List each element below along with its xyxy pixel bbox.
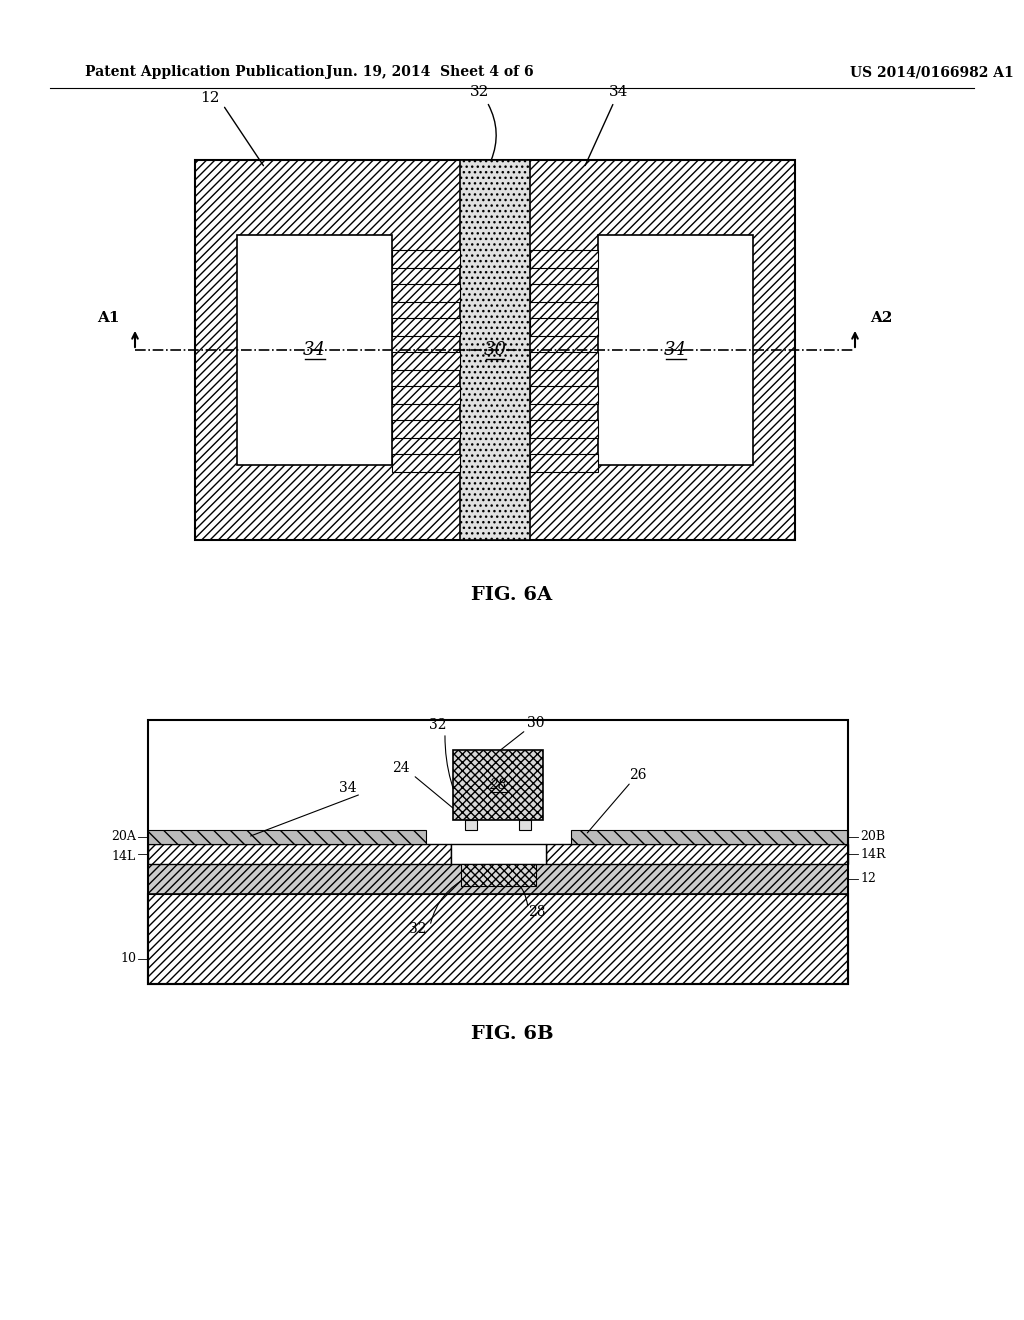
Bar xyxy=(530,284,598,302)
Text: 20B: 20B xyxy=(860,830,885,843)
Text: 12: 12 xyxy=(860,873,876,886)
Bar xyxy=(453,750,543,820)
Text: 34: 34 xyxy=(664,341,687,359)
Text: FIG. 6A: FIG. 6A xyxy=(471,586,553,605)
Text: 20A: 20A xyxy=(112,830,136,843)
Bar xyxy=(546,843,848,865)
Bar xyxy=(392,385,460,404)
Bar xyxy=(461,865,536,886)
Text: 28: 28 xyxy=(528,906,546,919)
Bar xyxy=(570,830,848,843)
Bar xyxy=(237,235,392,465)
Bar xyxy=(392,284,460,302)
Text: 32: 32 xyxy=(410,921,427,936)
Bar xyxy=(530,249,598,268)
Text: 30: 30 xyxy=(527,715,545,730)
Bar xyxy=(148,894,848,983)
Text: US 2014/0166982 A1: US 2014/0166982 A1 xyxy=(850,65,1014,79)
Text: 30: 30 xyxy=(483,341,507,359)
Bar xyxy=(598,235,753,465)
Text: 24: 24 xyxy=(392,762,410,775)
Bar xyxy=(148,843,451,865)
Bar xyxy=(392,249,460,268)
Bar xyxy=(195,160,795,540)
Bar xyxy=(451,843,546,865)
Text: 14R: 14R xyxy=(860,847,886,861)
Text: 10: 10 xyxy=(120,953,136,965)
Bar xyxy=(392,352,460,370)
Text: Jun. 19, 2014  Sheet 4 of 6: Jun. 19, 2014 Sheet 4 of 6 xyxy=(327,65,534,79)
Bar xyxy=(465,820,477,830)
Bar xyxy=(519,820,531,830)
Text: 34: 34 xyxy=(339,781,356,795)
Bar xyxy=(530,454,598,473)
Bar xyxy=(530,318,598,337)
Bar xyxy=(392,420,460,438)
Bar xyxy=(460,160,530,540)
Text: A2: A2 xyxy=(870,312,892,325)
Text: Patent Application Publication: Patent Application Publication xyxy=(85,65,325,79)
Bar xyxy=(530,352,598,370)
Text: 26: 26 xyxy=(630,768,647,781)
Text: 32: 32 xyxy=(429,718,446,733)
Text: 12: 12 xyxy=(200,91,219,106)
Bar xyxy=(148,865,848,894)
Text: A1: A1 xyxy=(97,312,120,325)
Bar xyxy=(530,385,598,404)
Bar xyxy=(148,719,848,983)
Text: 34: 34 xyxy=(609,84,629,99)
Bar xyxy=(392,318,460,337)
Text: 28: 28 xyxy=(489,777,507,792)
Text: FIG. 6B: FIG. 6B xyxy=(471,1026,553,1043)
Text: 14L: 14L xyxy=(112,850,136,862)
Bar xyxy=(530,420,598,438)
Text: 32: 32 xyxy=(470,84,489,99)
Bar xyxy=(392,454,460,473)
Bar xyxy=(148,830,426,843)
Text: 34: 34 xyxy=(303,341,326,359)
